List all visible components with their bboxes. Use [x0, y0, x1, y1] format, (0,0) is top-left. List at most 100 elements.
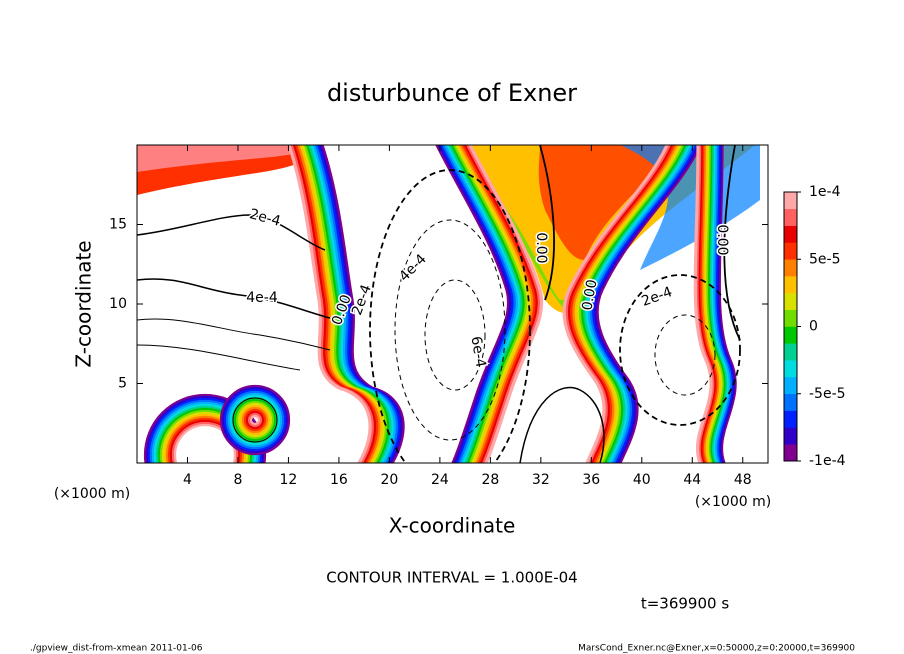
contour-line	[137, 278, 331, 319]
colorbar-swatch	[784, 259, 797, 277]
color-band	[221, 386, 289, 454]
contour-line	[723, 145, 741, 341]
color-band	[171, 421, 239, 463]
y-tick-label: 10	[109, 296, 127, 312]
x-tick-label: 8	[233, 472, 242, 488]
color-band	[439, 145, 515, 463]
contour-label: 0.00	[533, 232, 549, 263]
color-band	[245, 410, 265, 430]
color-band	[157, 407, 253, 463]
field-region	[538, 145, 680, 260]
color-band	[247, 412, 263, 428]
chart-title: disturbunce of Exner	[327, 79, 577, 107]
color-band	[577, 145, 684, 463]
color-band	[237, 402, 273, 438]
color-band	[143, 393, 267, 463]
color-band	[225, 390, 285, 450]
color-band	[149, 399, 261, 463]
contour-label: 2e-4	[639, 284, 674, 310]
color-band	[320, 145, 405, 463]
color-band	[163, 413, 247, 463]
color-band	[169, 419, 241, 463]
colorbar-swatch	[784, 242, 797, 260]
x-tick-label: 24	[431, 472, 449, 488]
x-tick-label: 28	[481, 472, 499, 488]
x-tick-label: 32	[532, 472, 550, 488]
colorbar-swatch	[784, 410, 797, 428]
color-band	[468, 145, 544, 463]
color-band	[446, 145, 522, 463]
contour-label: 4e-4	[396, 251, 430, 285]
footer-left: ./gpview_dist-from-xmean 2011-01-06	[30, 644, 203, 654]
contour-label: 6e-4	[467, 335, 488, 369]
color-band	[448, 145, 524, 463]
contour-line	[137, 344, 301, 371]
color-band	[593, 145, 700, 463]
color-band	[235, 400, 275, 440]
color-band	[159, 409, 251, 463]
color-band	[580, 145, 687, 463]
color-band	[435, 145, 511, 463]
color-band	[243, 408, 267, 432]
colorbar-tick-label: -1e-4	[809, 453, 846, 469]
colorbar-swatch	[784, 360, 797, 378]
color-band	[316, 145, 401, 463]
color-band	[569, 145, 676, 463]
color-band	[582, 145, 689, 463]
field-region	[620, 145, 760, 270]
color-band	[571, 145, 678, 463]
color-band	[307, 145, 392, 463]
color-band	[453, 145, 528, 463]
color-band	[296, 145, 381, 463]
contour-label: 0.00	[714, 224, 730, 255]
color-band	[442, 145, 517, 463]
axis-unit: (×1000 m)	[695, 494, 771, 510]
color-band	[223, 388, 287, 452]
contour-line	[619, 274, 741, 426]
contour-lines	[137, 145, 741, 463]
colorbar-tick-label: 5e-5	[809, 251, 840, 267]
color-band	[573, 145, 680, 463]
color-band	[161, 411, 249, 463]
contour-line	[137, 318, 331, 351]
color-band	[318, 145, 403, 463]
colorbar-tick-label: -5e-5	[809, 386, 846, 402]
colorbar-swatch	[784, 225, 797, 243]
color-band	[167, 417, 243, 463]
x-tick-label: 36	[582, 472, 600, 488]
color-band	[145, 395, 265, 463]
colorbar-swatch	[784, 393, 797, 411]
colorbar-swatch	[784, 326, 797, 344]
x-tick-label: 48	[734, 472, 752, 488]
contour-line	[369, 169, 531, 463]
color-band	[239, 404, 271, 436]
color-band	[147, 397, 263, 463]
x-tick-label: 40	[633, 472, 651, 488]
color-band	[227, 392, 283, 448]
color-band	[229, 394, 281, 446]
color-band	[289, 145, 374, 463]
colorbar-swatch	[784, 292, 797, 310]
contour-interval: CONTOUR INTERVAL = 1.000E-04	[326, 569, 577, 587]
colorbar-tick-label: 1e-4	[809, 184, 841, 200]
contour-label: 0.00	[579, 278, 600, 311]
colorbar-swatch	[784, 309, 797, 327]
color-band	[305, 145, 390, 463]
color-band	[291, 145, 377, 463]
color-band	[165, 415, 245, 463]
colorbar-swatch	[784, 192, 797, 210]
contour-label: 2e-4	[248, 206, 283, 230]
color-band	[461, 145, 537, 463]
colorbar-swatch	[784, 208, 797, 226]
contour-label: 4e-4	[246, 290, 278, 306]
contour-line	[232, 397, 278, 443]
color-band	[564, 145, 671, 463]
colorbar-swatch	[784, 376, 797, 395]
x-tick-label: 4	[183, 472, 192, 488]
time-label: t=369900 s	[641, 595, 729, 613]
x-tick-label: 44	[683, 472, 701, 488]
contour-line	[519, 386, 605, 463]
x-axis-label: X-coordinate	[389, 514, 516, 538]
contour-line	[137, 214, 326, 251]
color-band	[249, 414, 261, 426]
